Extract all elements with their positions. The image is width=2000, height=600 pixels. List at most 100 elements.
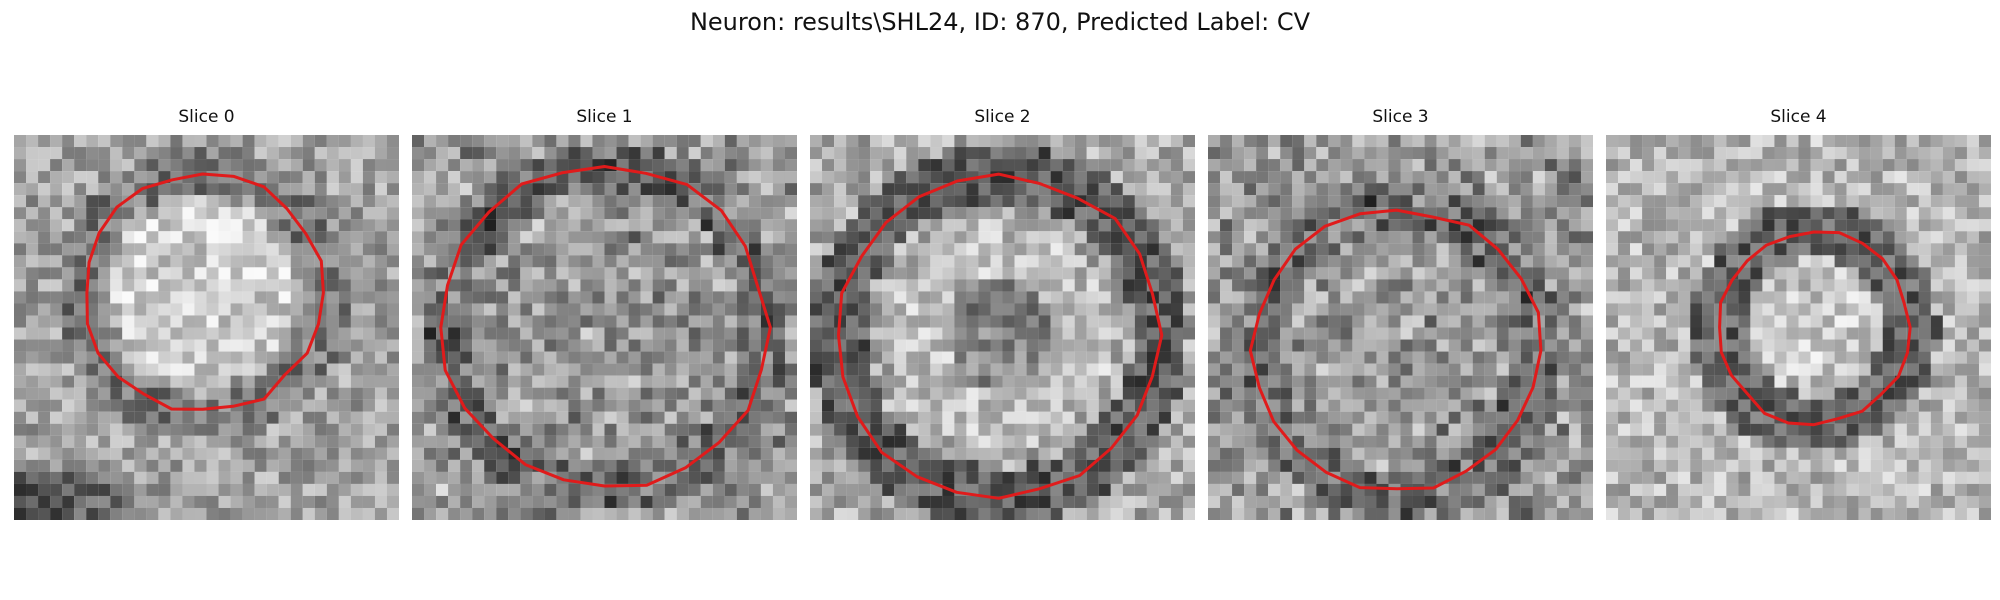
slice-1-pixel — [580, 267, 593, 280]
slice-0-pixel — [158, 507, 171, 520]
slice-3-pixel — [1568, 147, 1582, 160]
slice-1-pixel — [568, 255, 581, 268]
slice-0-pixel — [242, 423, 255, 436]
slice-4-pixel — [1630, 231, 1643, 244]
slice-0-pixel — [26, 219, 39, 232]
slice-4-pixel — [1966, 267, 1980, 280]
slice-2-pixel — [1182, 363, 1195, 376]
slice-2-pixel — [1062, 375, 1075, 388]
slice-4-pixel — [1882, 231, 1895, 244]
slice-3-pixel — [1304, 279, 1317, 292]
slice-4-pixel — [1978, 399, 1991, 412]
slice-2-pixel — [930, 351, 943, 364]
slice-1-pixel — [760, 447, 773, 460]
slice-3-pixel — [1424, 375, 1437, 388]
slice-1-pixel — [688, 327, 701, 340]
slice-1-pixel — [568, 147, 581, 160]
slice-2-pixel — [1026, 315, 1039, 328]
slice-1-pixel — [628, 375, 641, 388]
slice-3-pixel — [1220, 207, 1233, 220]
slice-1-pixel — [472, 351, 485, 364]
slice-0-pixel — [338, 375, 351, 388]
slice-3-pixel — [1424, 171, 1437, 184]
slice-3-pixel — [1316, 495, 1329, 509]
slice-2-pixel — [870, 207, 883, 220]
slice-4-pixel — [1798, 171, 1811, 184]
slice-1-pixel — [760, 207, 773, 220]
slice-4-pixel — [1798, 459, 1811, 472]
slice-1-pixel — [412, 183, 425, 196]
slice-1-pixel — [472, 435, 485, 448]
slice-0-pixel — [98, 135, 111, 148]
slice-4-pixel — [1678, 183, 1691, 196]
slice-0-pixel — [290, 183, 303, 196]
slice-2-pixel — [834, 399, 847, 412]
slice-3-pixel — [1496, 351, 1509, 364]
slice-3-pixel — [1460, 183, 1473, 196]
slice-2-pixel — [954, 351, 967, 364]
slice-2-pixel — [1170, 267, 1184, 280]
slice-3-pixel — [1352, 135, 1365, 148]
slice-4-pixel — [1810, 423, 1823, 436]
slice-2-pixel — [810, 303, 823, 316]
slice-3-pixel — [1244, 483, 1257, 496]
slice-0-pixel — [62, 147, 75, 160]
slice-2-pixel — [1002, 507, 1015, 520]
slice-4-pixel — [1606, 135, 1619, 148]
slice-3-pixel — [1400, 183, 1413, 196]
slice-3-pixel — [1364, 327, 1377, 340]
slice-3-pixel — [1292, 147, 1305, 160]
slice-4-pixel — [1822, 267, 1835, 280]
slice-4-pixel — [1666, 315, 1679, 328]
slice-1-pixel — [640, 459, 653, 472]
slice-0-pixel — [302, 399, 315, 412]
slice-3-pixel — [1544, 327, 1557, 340]
slice-0-pixel — [350, 279, 363, 292]
slice-0-pixel — [110, 303, 123, 316]
slice-4-pixel — [1870, 183, 1883, 196]
slice-2-pixel — [954, 291, 967, 304]
slice-2-pixel — [882, 267, 895, 280]
slice-1-pixel — [424, 255, 437, 268]
slice-1-pixel — [748, 159, 761, 172]
slice-0-pixel — [38, 291, 51, 304]
slice-2-pixel — [1050, 375, 1063, 388]
slice-3-pixel — [1328, 339, 1341, 352]
slice-2-pixel — [1002, 423, 1015, 436]
slice-2-pixel — [1074, 459, 1087, 472]
slice-4-pixel — [1786, 159, 1799, 172]
slice-0-pixel — [350, 495, 363, 509]
slice-0-pixel — [26, 255, 39, 268]
slice-1-pixel — [640, 399, 653, 412]
slice-2-pixel — [1038, 411, 1051, 424]
slice-0-pixel — [278, 243, 291, 256]
slice-4-pixel — [1822, 195, 1835, 208]
slice-0-pixel — [86, 363, 99, 376]
slice-3-pixel — [1556, 207, 1569, 220]
slice-3-pixel — [1388, 279, 1401, 292]
slice-3-pixel — [1328, 135, 1341, 148]
slice-3-pixel — [1352, 495, 1365, 509]
slice-1-pixel — [460, 279, 473, 292]
slice-1-pixel — [784, 279, 797, 292]
slice-4-pixel — [1798, 135, 1811, 148]
slice-2-pixel — [846, 435, 859, 448]
slice-3-pixel — [1424, 387, 1437, 400]
slice-1-pixel — [496, 471, 509, 484]
slice-1-pixel — [628, 435, 641, 448]
slice-2-pixel — [930, 267, 943, 280]
slice-1-pixel — [748, 243, 761, 256]
slice-3-pixel — [1232, 327, 1245, 340]
slice-0-pixel — [266, 279, 279, 292]
slice-1-pixel — [736, 171, 749, 184]
slice-2-pixel — [1110, 195, 1123, 208]
slice-2-pixel — [966, 231, 979, 244]
slice-0-pixel — [314, 447, 327, 460]
slice-2-pixel — [1158, 135, 1171, 148]
slice-1-pixel — [652, 147, 665, 160]
slice-1-pixel — [736, 147, 749, 160]
slice-1-pixel — [496, 351, 509, 364]
slice-0-pixel — [62, 339, 75, 352]
slice-2-pixel — [894, 291, 907, 304]
slice-2-pixel — [846, 339, 859, 352]
